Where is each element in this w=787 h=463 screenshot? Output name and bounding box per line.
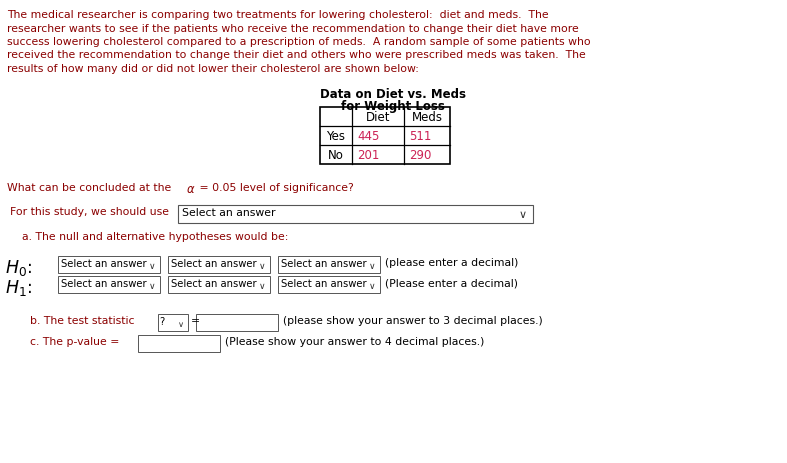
Text: α: α xyxy=(187,182,194,195)
Text: $H_1$:: $H_1$: xyxy=(5,277,32,297)
Bar xyxy=(178,206,533,224)
Text: Diet: Diet xyxy=(366,111,390,124)
Text: = 0.05 level of significance?: = 0.05 level of significance? xyxy=(196,182,353,193)
Text: 201: 201 xyxy=(357,149,379,162)
Text: For this study, we should use: For this study, we should use xyxy=(10,206,172,217)
Text: (Please show your answer to 4 decimal places.): (Please show your answer to 4 decimal pl… xyxy=(225,336,484,346)
Text: Meds: Meds xyxy=(412,111,442,124)
Text: ∨: ∨ xyxy=(149,262,156,270)
Text: ∨: ∨ xyxy=(259,282,266,290)
Text: The medical researcher is comparing two treatments for lowering cholesterol:  di: The medical researcher is comparing two … xyxy=(7,10,549,20)
Text: Select an answer: Select an answer xyxy=(182,207,275,218)
Text: b. The test statistic: b. The test statistic xyxy=(30,315,138,325)
Text: 511: 511 xyxy=(409,130,431,143)
Text: Select an answer: Select an answer xyxy=(61,258,146,269)
Text: ∨: ∨ xyxy=(259,262,266,270)
Bar xyxy=(168,257,270,274)
Text: a. The null and alternative hypotheses would be:: a. The null and alternative hypotheses w… xyxy=(22,232,288,242)
Text: ∨: ∨ xyxy=(369,262,375,270)
Bar xyxy=(138,335,220,352)
Text: success lowering cholesterol compared to a prescription of meds.  A random sampl: success lowering cholesterol compared to… xyxy=(7,37,590,47)
Bar xyxy=(278,257,380,274)
Text: ?: ? xyxy=(160,316,168,326)
Text: received the recommendation to change their diet and others who were prescribed : received the recommendation to change th… xyxy=(7,50,586,60)
Text: for Weight Loss: for Weight Loss xyxy=(341,100,445,113)
Bar xyxy=(278,276,380,294)
Text: ∨: ∨ xyxy=(149,282,156,290)
Text: Select an answer: Select an answer xyxy=(171,258,257,269)
Text: $H_0$:: $H_0$: xyxy=(5,257,32,277)
Text: 445: 445 xyxy=(357,130,379,143)
Bar xyxy=(58,257,160,274)
Text: (please show your answer to 3 decimal places.): (please show your answer to 3 decimal pl… xyxy=(283,315,543,325)
Text: ∨: ∨ xyxy=(369,282,375,290)
Text: results of how many did or did not lower their cholesterol are shown below:: results of how many did or did not lower… xyxy=(7,64,419,74)
Text: Data on Diet vs. Meds: Data on Diet vs. Meds xyxy=(320,88,466,101)
Text: researcher wants to see if the patients who receive the recommendation to change: researcher wants to see if the patients … xyxy=(7,24,578,33)
Text: No: No xyxy=(328,149,344,162)
Bar xyxy=(196,314,278,332)
Bar xyxy=(168,276,270,294)
Text: (Please enter a decimal): (Please enter a decimal) xyxy=(385,277,518,288)
Text: ∨: ∨ xyxy=(178,319,184,328)
Bar xyxy=(158,314,188,332)
Text: (please enter a decimal): (please enter a decimal) xyxy=(385,257,519,268)
Bar xyxy=(320,108,450,165)
Text: What can be concluded at the: What can be concluded at the xyxy=(7,182,175,193)
Text: Select an answer: Select an answer xyxy=(61,278,146,288)
Text: =: = xyxy=(191,315,200,325)
Text: Select an answer: Select an answer xyxy=(171,278,257,288)
Text: ∨: ∨ xyxy=(519,210,527,219)
Text: Yes: Yes xyxy=(327,130,345,143)
Text: Select an answer: Select an answer xyxy=(281,258,367,269)
Text: 290: 290 xyxy=(409,149,431,162)
Text: c. The p-value =: c. The p-value = xyxy=(30,336,120,346)
Text: Select an answer: Select an answer xyxy=(281,278,367,288)
Bar xyxy=(58,276,160,294)
